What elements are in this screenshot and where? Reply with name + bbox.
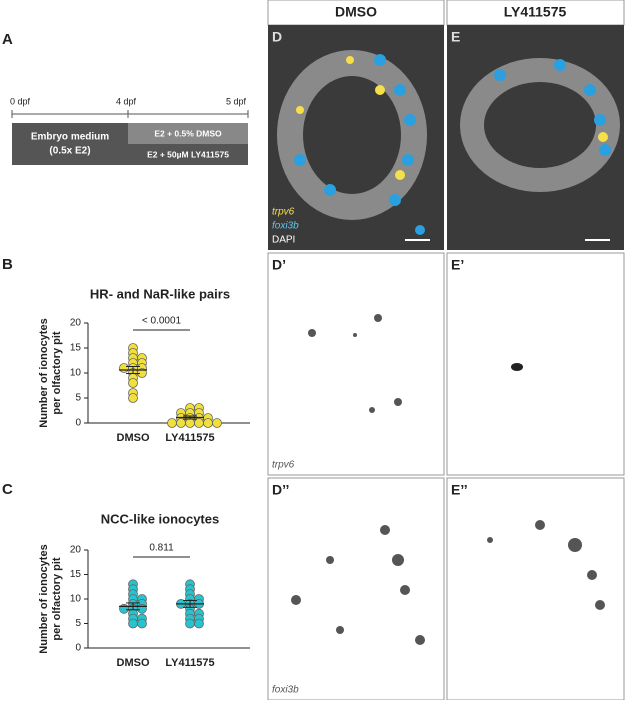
y-tick-label: 5 <box>75 618 81 629</box>
panel-label: D <box>272 29 282 45</box>
data-point <box>119 363 129 373</box>
data-point <box>167 418 177 428</box>
x-tick-label: LY411575 <box>165 657 214 669</box>
y-tick-label: 10 <box>70 594 82 605</box>
row-label: trpv6 <box>272 460 295 471</box>
y-tick-label: 15 <box>70 569 82 580</box>
p-value: < 0.0001 <box>142 316 182 327</box>
y-tick-label: 0 <box>75 418 81 429</box>
x-tick-label: LY411575 <box>165 432 214 444</box>
box <box>12 123 128 165</box>
box-text: (0.5x E2) <box>49 146 90 157</box>
micrograph <box>267 252 445 476</box>
image-grid: DMSO LY411575 trpv6 foxi3b DAPI D E D’ <box>267 0 625 701</box>
panel-label: B <box>2 256 13 273</box>
panel-label: A <box>2 31 13 48</box>
y-axis-label: Number of ionocytes <box>38 544 50 653</box>
data-point <box>203 418 213 428</box>
row-label: foxi3b <box>272 685 299 696</box>
box <box>128 144 248 165</box>
data-point <box>119 603 129 614</box>
timeline-label: 4 dpf <box>116 96 137 106</box>
y-tick-label: 20 <box>70 318 82 329</box>
micrograph <box>267 477 445 701</box>
data-point <box>185 618 195 629</box>
y-tick-label: 15 <box>70 343 82 354</box>
column-title: DMSO <box>335 4 377 20</box>
timeline <box>11 110 249 118</box>
y-axis-label: per olfactory pit <box>51 331 63 414</box>
y-axis-label: per olfactory pit <box>51 557 63 640</box>
micrograph <box>446 252 625 476</box>
panel-label: C <box>2 481 13 498</box>
data-point <box>128 378 138 388</box>
y-tick-label: 10 <box>70 368 82 379</box>
y-tick-label: 20 <box>70 545 82 556</box>
panel-label: D’ <box>272 257 286 273</box>
box <box>128 123 248 144</box>
cells <box>294 54 611 235</box>
cells <box>296 56 608 180</box>
column-header <box>446 0 625 26</box>
signal <box>291 314 605 645</box>
legend-text: trpv6 <box>272 207 295 218</box>
tissue <box>460 58 620 192</box>
box-text: E2 + 50µM LY411575 <box>147 149 229 159</box>
y-tick-label: 0 <box>75 643 81 654</box>
micrograph <box>446 477 625 701</box>
data-point <box>212 418 222 428</box>
data-point <box>137 603 147 614</box>
panel-label: E <box>451 29 460 45</box>
box-text: E2 + 0.5% DMSO <box>154 128 222 138</box>
panel-label: E’’ <box>451 482 468 498</box>
data-point <box>137 618 147 629</box>
data-point <box>185 418 195 428</box>
x-tick-label: DMSO <box>117 432 150 444</box>
y-axis-label: Number of ionocytes <box>38 318 50 427</box>
panel-label: D’’ <box>272 482 289 498</box>
chart-title: NCC-like ionocytes <box>101 511 219 526</box>
panel-label: E’ <box>451 257 464 273</box>
box-text: Embryo medium <box>31 132 109 143</box>
column-title: LY411575 <box>504 4 567 20</box>
p-value: 0.811 <box>149 543 174 554</box>
chart-title: HR- and NaR-like pairs <box>90 286 230 301</box>
data-point <box>128 618 138 629</box>
legend-text: DAPI <box>272 235 295 246</box>
data-point <box>128 393 138 403</box>
data-point <box>194 418 204 428</box>
timeline-label: 0 dpf <box>10 96 31 106</box>
timeline-label: 5 dpf <box>226 96 247 106</box>
x-tick-label: DMSO <box>117 657 150 669</box>
legend-text: foxi3b <box>272 221 299 232</box>
y-tick-label: 5 <box>75 393 81 404</box>
data-point <box>176 418 186 428</box>
data-point <box>194 618 204 629</box>
